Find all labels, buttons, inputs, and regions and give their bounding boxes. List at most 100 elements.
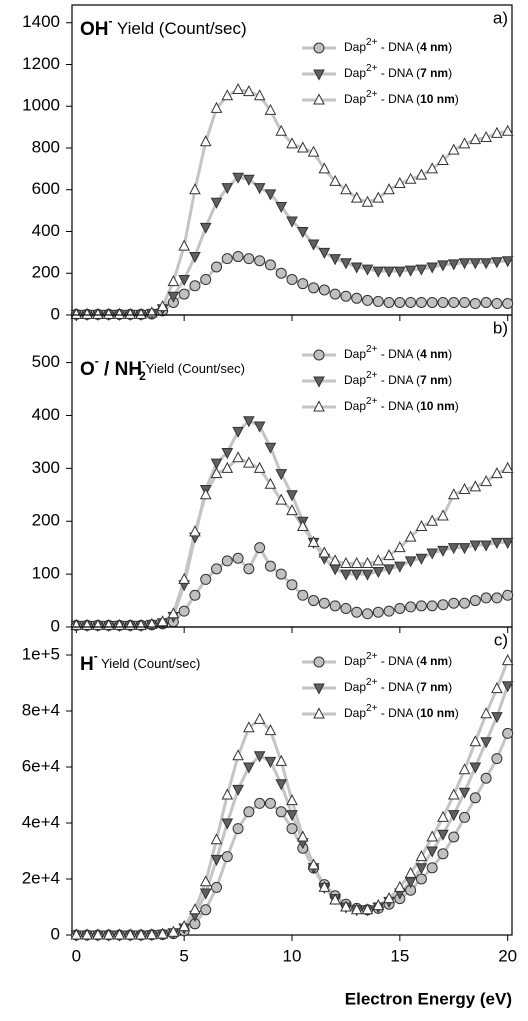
marker: [243, 174, 255, 186]
marker: [286, 810, 298, 822]
marker: [491, 257, 503, 269]
marker: [189, 252, 201, 264]
marker: [383, 296, 395, 308]
marker: [480, 540, 492, 552]
title-part: -: [95, 354, 99, 368]
marker: [232, 749, 244, 761]
marker: [264, 103, 277, 115]
marker: [361, 556, 374, 569]
marker: [458, 137, 471, 149]
marker: [232, 823, 244, 835]
x-tick-label: 15: [390, 946, 409, 965]
marker: [264, 189, 277, 201]
marker: [426, 296, 438, 308]
y-tick-label: 1400: [22, 12, 60, 31]
marker: [480, 130, 492, 143]
marker: [318, 247, 331, 259]
marker: [340, 900, 352, 912]
marker: [286, 274, 298, 286]
title-part: Yield (Count/sec): [98, 656, 201, 671]
marker: [102, 307, 115, 319]
marker: [447, 788, 460, 800]
x-tick-label: 20: [498, 946, 517, 965]
marker: [264, 477, 277, 489]
marker: [318, 546, 331, 558]
marker: [210, 467, 223, 479]
marker: [307, 535, 320, 547]
legend-marker: [313, 69, 325, 81]
marker: [243, 806, 255, 818]
y-tick-label: 0: [51, 924, 60, 943]
marker: [426, 548, 439, 560]
marker: [232, 172, 244, 184]
marker: [437, 848, 449, 860]
legend-label: Dap2+ - DNA (4 nm): [344, 37, 452, 55]
marker: [458, 543, 471, 555]
marker: [275, 568, 287, 580]
marker: [383, 549, 395, 561]
legend-marker: [313, 349, 325, 361]
marker: [167, 291, 180, 303]
marker: [383, 266, 395, 278]
marker: [340, 569, 352, 581]
marker: [394, 561, 406, 573]
marker: [372, 606, 384, 618]
marker: [189, 589, 201, 601]
title-part: -: [94, 649, 98, 663]
marker: [307, 239, 320, 251]
marker: [232, 426, 244, 438]
marker: [383, 183, 395, 195]
panel-title: H- Yield (Count/sec): [80, 649, 200, 675]
marker: [415, 873, 427, 885]
marker: [275, 754, 288, 766]
marker: [221, 555, 233, 567]
marker: [264, 724, 277, 736]
marker: [221, 447, 234, 460]
marker: [491, 682, 503, 694]
legend-marker: [313, 42, 325, 54]
marker: [426, 514, 439, 526]
marker: [459, 597, 471, 609]
marker: [480, 475, 492, 487]
marker: [394, 880, 406, 892]
marker: [318, 284, 330, 296]
y-tick-label: 400: [32, 221, 60, 240]
x-tick-label: 10: [283, 946, 302, 965]
marker: [286, 794, 298, 806]
marker: [404, 172, 417, 184]
marker: [92, 307, 104, 319]
marker: [437, 153, 449, 166]
y-tick-label: 0: [51, 616, 60, 635]
marker: [318, 880, 331, 892]
marker: [296, 226, 309, 239]
marker: [480, 772, 492, 784]
marker: [264, 259, 276, 271]
marker: [81, 307, 93, 319]
marker: [296, 141, 309, 153]
marker: [329, 288, 341, 300]
marker: [210, 101, 223, 113]
marker: [437, 810, 449, 822]
marker: [459, 811, 471, 823]
marker: [340, 556, 352, 569]
marker: [275, 469, 288, 481]
series-line: [76, 175, 508, 316]
marker: [189, 280, 201, 292]
y-tick-label: 100: [32, 564, 60, 583]
marker: [189, 183, 201, 195]
marker: [491, 467, 503, 479]
marker: [469, 298, 481, 310]
marker: [308, 595, 320, 607]
marker: [394, 296, 406, 308]
marker: [491, 753, 503, 765]
marker: [394, 176, 406, 188]
marker: [469, 595, 481, 607]
marker: [415, 519, 428, 532]
marker: [361, 294, 373, 306]
marker: [275, 493, 288, 505]
marker: [145, 617, 158, 629]
marker: [491, 126, 503, 138]
marker: [254, 797, 266, 809]
marker: [307, 145, 320, 157]
marker: [253, 461, 266, 473]
